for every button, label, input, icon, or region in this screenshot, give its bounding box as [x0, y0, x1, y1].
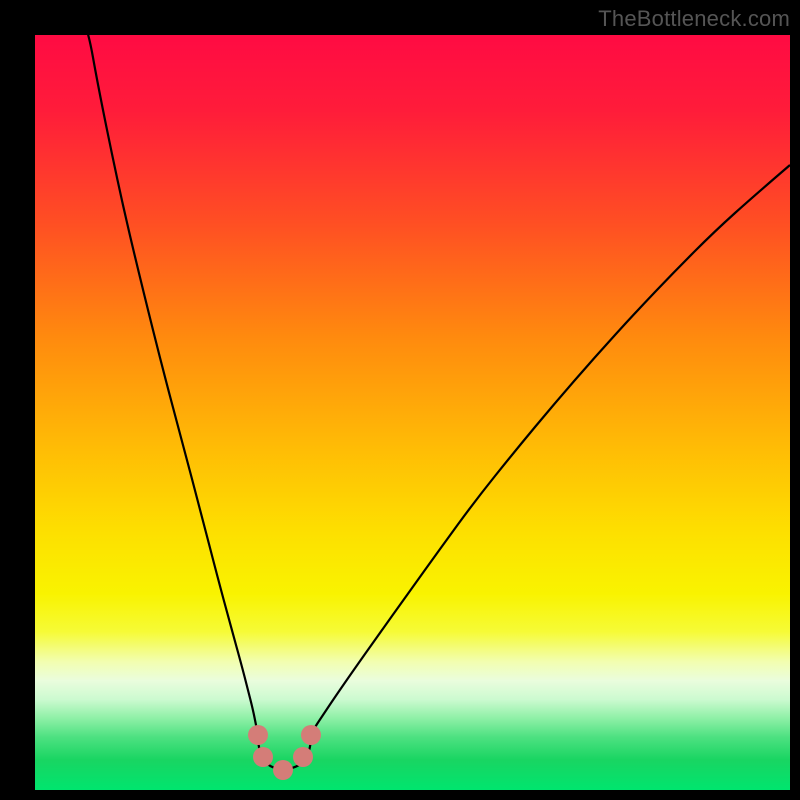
- marker-dot: [293, 747, 313, 767]
- marker-dot: [273, 760, 293, 780]
- curve-right: [311, 165, 790, 735]
- curve-left: [85, 35, 258, 735]
- marker-dot: [253, 747, 273, 767]
- chart-stage: TheBottleneck.com: [0, 0, 800, 800]
- plot-area: [35, 35, 790, 790]
- curve-overlay: [35, 35, 790, 790]
- watermark-text: TheBottleneck.com: [598, 6, 790, 32]
- marker-dot: [301, 725, 321, 745]
- marker-dot: [248, 725, 268, 745]
